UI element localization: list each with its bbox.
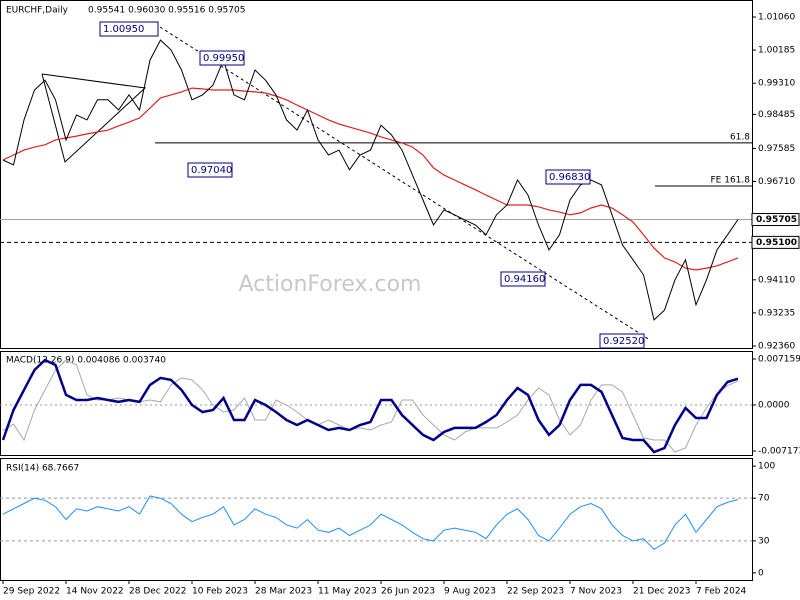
pivot-label: 0.99950 [203,53,244,64]
x-tick-label: 26 Jun 2023 [381,587,435,597]
macd-panel [0,351,753,456]
pivot-box [199,50,245,66]
current-label: 0.95705 [756,215,797,225]
support-tag [751,235,800,249]
y-tick-label: 0.97585 [758,144,795,154]
y-tick-label: 0.96710 [758,177,795,187]
trend-line [159,26,651,341]
rsi-panel [0,458,753,581]
y-tick-label: 0.007159 [758,355,800,365]
current-tag [751,213,800,227]
y-tick-label: 0.99310 [758,79,795,89]
symbol: EURCHF,Daily [6,6,69,16]
macd-line [1,358,739,454]
x-tick-label: 28 Mar 2023 [255,587,312,597]
price-line [2,39,739,321]
pivot-box [99,21,159,37]
y-tick-label: 0.93235 [758,308,795,318]
x-tick-label: 22 Sep 2023 [507,587,564,597]
y-tick-label: 70 [758,494,770,504]
ohlc: 0.95541 0.96030 0.95516 0.95705 [88,6,245,16]
x-tick-label: 29 Sep 2022 [3,587,60,597]
price-panel [0,0,753,349]
pivot-box [545,169,591,185]
pivot-label: 0.96830 [549,172,590,183]
x-tick-label: 28 Dec 2022 [129,587,187,597]
macd-title: MACD(12,26,9) 0.004086 0.003740 [6,356,166,366]
y-tick-label: 0.92360 [758,341,795,351]
x-tick-label: 11 May 2023 [318,587,377,597]
x-tick-label: 21 Dec 2023 [633,587,691,597]
watermark: ActionForex.com [239,272,422,297]
rsi-title: RSI(14) 68.7667 [6,464,79,474]
y-tick-label: 1.00185 [758,46,795,56]
y-tick-label: 0.94110 [758,275,795,285]
pivot-label: 0.97040 [191,165,232,176]
x-tick-label: 14 Nov 2022 [66,587,124,597]
x-tick-label: 7 Feb 2024 [696,587,747,597]
level-label: FE 161.8 [711,176,751,186]
y-tick-label: 0.0000 [758,400,790,410]
rsi-line [2,495,739,551]
y-tick-label: -0.007173 [758,447,800,457]
x-tick-label: 7 Nov 2023 [570,587,622,597]
pivot-box [500,271,546,287]
pivot-box [599,333,645,349]
y-tick-label: 100 [758,462,775,472]
pivot-label: 1.00950 [103,24,144,35]
x-tick-label: 9 Aug 2023 [444,587,496,597]
x-tick-label: 10 Feb 2023 [192,587,248,597]
y-tick-label: 1.01060 [758,13,795,23]
signal-line [2,359,739,453]
support-label: 0.95100 [756,238,797,248]
y-tick-label: 0.98485 [758,110,795,120]
triangle [41,73,147,163]
trend-lines [41,26,651,341]
pivot-label: 0.92520 [603,336,644,347]
y-tick-label: 0 [758,568,764,578]
level-label: 61.8 [730,132,750,142]
pivot-box [187,162,233,178]
pivot-label: 0.94160 [504,274,545,285]
y-tick-label: 30 [758,536,770,546]
ma-line [2,87,739,271]
